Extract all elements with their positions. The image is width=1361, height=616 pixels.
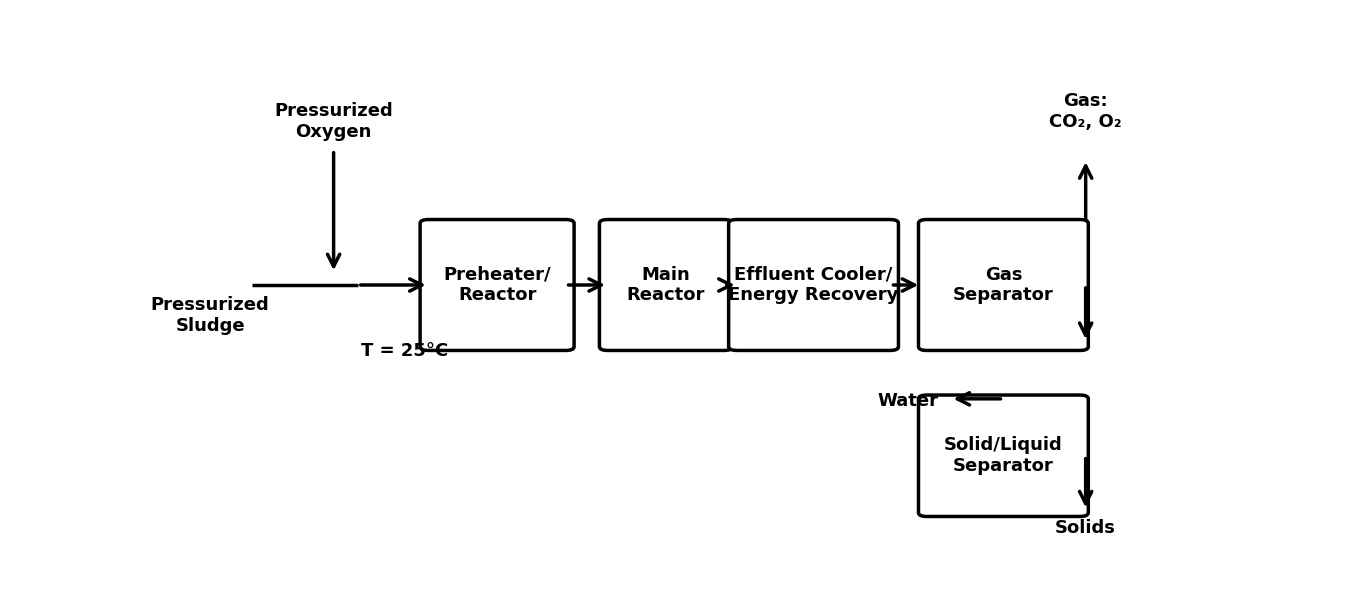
Text: Water: Water [878, 392, 939, 410]
Text: Pressurized
Sludge: Pressurized Sludge [151, 296, 269, 335]
FancyBboxPatch shape [421, 219, 574, 351]
FancyBboxPatch shape [599, 219, 732, 351]
Text: Gas
Separator: Gas Separator [953, 265, 1053, 304]
Text: Solid/Liquid
Separator: Solid/Liquid Separator [945, 436, 1063, 475]
Text: Preheater/
Reactor: Preheater/ Reactor [444, 265, 551, 304]
Text: Gas:
CO₂, O₂: Gas: CO₂, O₂ [1049, 92, 1121, 131]
Text: Solids: Solids [1055, 519, 1116, 537]
FancyBboxPatch shape [919, 219, 1089, 351]
Text: Pressurized
Oxygen: Pressurized Oxygen [274, 102, 393, 140]
FancyBboxPatch shape [919, 395, 1089, 516]
Text: Main
Reactor: Main Reactor [626, 265, 705, 304]
Text: Effluent Cooler/
Energy Recovery: Effluent Cooler/ Energy Recovery [728, 265, 898, 304]
Text: T = 25°C: T = 25°C [361, 342, 448, 360]
FancyBboxPatch shape [728, 219, 898, 351]
